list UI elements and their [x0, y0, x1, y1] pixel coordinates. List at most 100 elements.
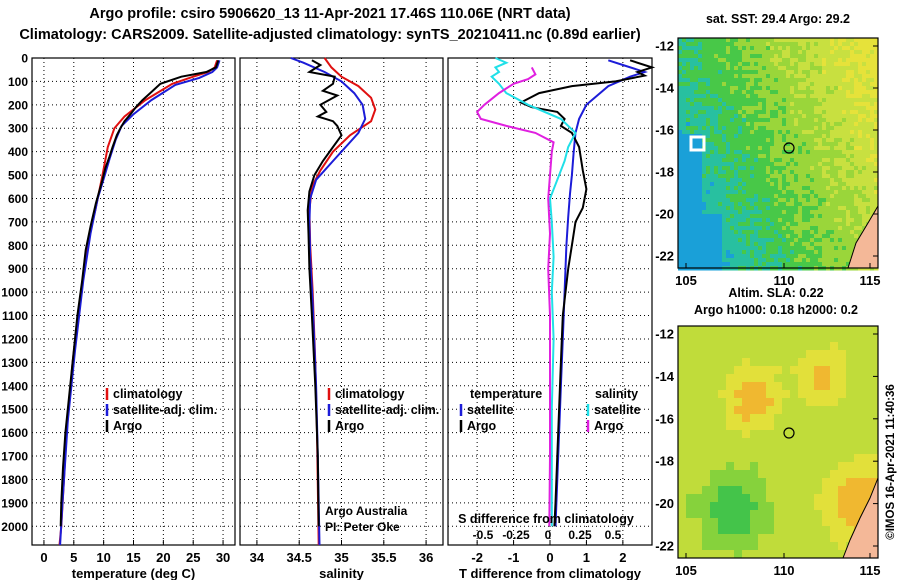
map-cell [866, 86, 871, 91]
map-cell [870, 130, 875, 135]
map-cell [874, 130, 879, 135]
map-cell [826, 74, 831, 79]
map-cell [734, 42, 739, 47]
map-cell [758, 374, 767, 383]
map-cell [826, 138, 831, 143]
map-cell [810, 38, 815, 43]
map-cell [682, 254, 687, 259]
map-cell [734, 198, 739, 203]
map-cell [742, 166, 747, 171]
map-cell [754, 58, 759, 63]
map-cell [806, 350, 815, 359]
map-cell [694, 114, 699, 119]
map-cell [826, 114, 831, 119]
map-cell [834, 230, 839, 235]
map-cell [798, 182, 803, 187]
map-cell [758, 70, 763, 75]
map-cell [794, 46, 799, 51]
map-cell [834, 178, 839, 183]
map-cell [754, 94, 759, 99]
map-cell [682, 174, 687, 179]
map-cell [806, 182, 811, 187]
map-cell [822, 146, 827, 151]
map-cell [754, 78, 759, 83]
map-cell [706, 190, 711, 195]
map-cell [766, 126, 771, 131]
map-cell [874, 202, 879, 207]
map-cell [678, 470, 687, 479]
map-cell [842, 130, 847, 135]
map-cell [698, 142, 703, 147]
map-cell [866, 46, 871, 51]
map-cell [686, 130, 691, 135]
map-cell [814, 142, 819, 147]
map-cell [790, 194, 795, 199]
map-cell [718, 342, 727, 351]
map-cell [746, 182, 751, 187]
map-cell [742, 194, 747, 199]
map-cell [838, 262, 843, 267]
map-cell [754, 182, 759, 187]
map-cell [862, 406, 871, 415]
map-cell [798, 494, 807, 503]
map-cell [826, 254, 831, 259]
map-cell [778, 194, 783, 199]
map-cell [734, 358, 743, 367]
map-cell [830, 326, 839, 335]
map-cell [862, 218, 867, 223]
map-cell [830, 478, 839, 487]
map-cell [686, 46, 691, 51]
map-cell [694, 242, 699, 247]
map-cell [722, 166, 727, 171]
map-cell [782, 478, 791, 487]
map-cell [774, 202, 779, 207]
map-cell [794, 166, 799, 171]
map-cell [798, 446, 807, 455]
map-cell [754, 174, 759, 179]
map-cell [782, 194, 787, 199]
map-cell [690, 206, 695, 211]
map-cell [702, 114, 707, 119]
map-cell [770, 154, 775, 159]
map-cell [798, 126, 803, 131]
map-cell [842, 166, 847, 171]
map-cell [742, 422, 751, 431]
map-cell [706, 170, 711, 175]
map-cell [686, 38, 691, 43]
map-cell [718, 130, 723, 135]
map-cell [758, 210, 763, 215]
map-cell [762, 194, 767, 199]
map-cell [678, 138, 683, 143]
map-cell [782, 366, 791, 375]
map-cell [810, 94, 815, 99]
map-cell [838, 138, 843, 143]
map-cell [686, 534, 695, 543]
map-cell [734, 374, 743, 383]
map-cell [806, 406, 815, 415]
map-cell [702, 462, 711, 471]
map-cell [838, 178, 843, 183]
map-cell [822, 118, 827, 123]
map-cell [862, 158, 867, 163]
map-cell [738, 90, 743, 95]
map-cell [818, 234, 823, 239]
map-cell [734, 542, 743, 551]
map-cell [822, 70, 827, 75]
map-cell [762, 42, 767, 47]
map-cell [838, 202, 843, 207]
map-cell [830, 134, 835, 139]
map-cell [794, 146, 799, 151]
map-cell [702, 382, 711, 391]
map-cell [826, 166, 831, 171]
map-cell [818, 178, 823, 183]
map-cell [826, 50, 831, 55]
map-cell [762, 62, 767, 67]
x-axis-label: salinity [319, 566, 365, 580]
map-cell [678, 110, 683, 115]
map-cell [854, 218, 859, 223]
map-cell [806, 62, 811, 67]
map-cell [754, 238, 759, 243]
map-cell [838, 50, 843, 55]
map-cell [766, 226, 771, 231]
map-cell [686, 398, 695, 407]
